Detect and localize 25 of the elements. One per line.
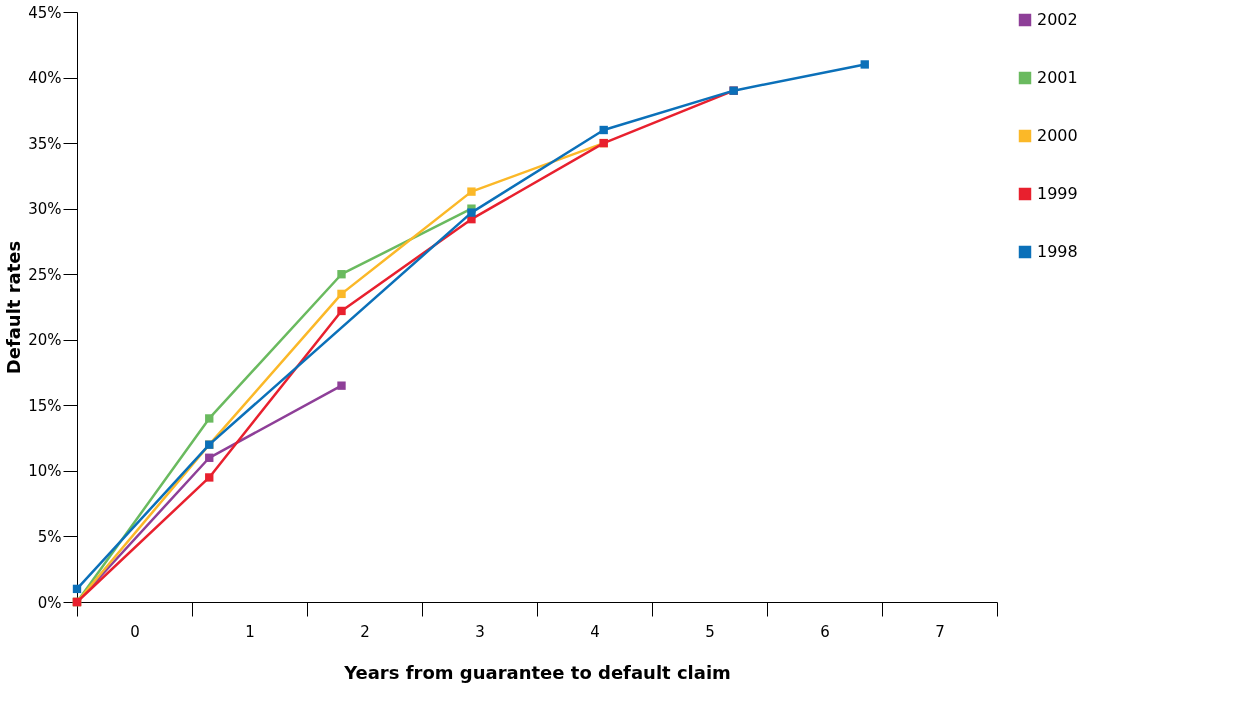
x-tick-label: 2 [360, 622, 370, 641]
x-tick-label: 3 [475, 622, 485, 641]
x-tick-label: 5 [705, 622, 715, 641]
y-tick-label: 15% [28, 396, 62, 415]
legend-label: 1999 [1037, 184, 1078, 203]
x-tick-label: 7 [935, 622, 945, 641]
legend-label: 2002 [1037, 10, 1078, 29]
y-tick-label: 5% [37, 527, 62, 546]
y-tick-label: 35% [28, 134, 62, 153]
x-tick-label: 0 [130, 622, 140, 641]
legend-label: 1998 [1037, 242, 1078, 261]
y-tick-label: 40% [28, 69, 62, 88]
y-tick-label: 10% [28, 462, 62, 481]
x-tick-label: 1 [245, 622, 255, 641]
y-tick-label: 30% [28, 200, 62, 219]
x-tick-label: 4 [590, 622, 600, 641]
legend-label: 2000 [1037, 126, 1078, 145]
y-tick-label: 45% [28, 3, 62, 22]
y-axis-title: Default rates [3, 240, 25, 375]
y-tick-label: 25% [28, 265, 62, 284]
x-axis-title: Years from guarantee to default claim [343, 661, 731, 683]
legend-label: 2001 [1037, 68, 1078, 87]
y-tick-label: 0% [37, 593, 62, 612]
y-tick-label: 20% [28, 331, 62, 350]
x-tick-label: 6 [820, 622, 830, 641]
